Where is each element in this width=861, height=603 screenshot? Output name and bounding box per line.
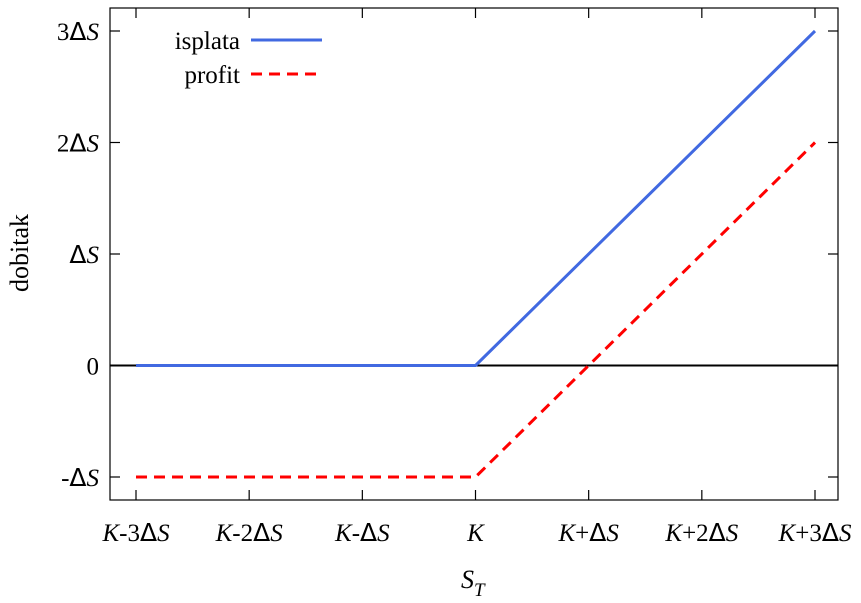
y-tick-label: 3ΔS (57, 17, 100, 46)
x-tick-label: K-ΔS (334, 518, 390, 547)
x-tick-label: K+3ΔS (778, 518, 852, 547)
x-axis-label: ST (461, 565, 486, 601)
legend: isplata profit (175, 28, 322, 89)
x-tick-label: K+ΔS (557, 518, 619, 547)
y-tick-label: -ΔS (61, 463, 99, 492)
plot-area (110, 29, 838, 479)
y-tick-label: 0 (87, 354, 100, 381)
series-line-isplata (136, 29, 817, 367)
series-line-profit (136, 141, 817, 479)
x-tick-label: K-2ΔS (215, 518, 284, 547)
axes: K-3ΔS K-2ΔS K-ΔS K K+ΔS K+2ΔS K+3ΔS -ΔS 0 ΔS 2ΔS 3Δ… (57, 7, 852, 547)
y-axis-label: dobitak (5, 214, 34, 292)
legend-label-profit: profit (184, 62, 240, 89)
x-tick-label: K (466, 520, 485, 547)
x-tick-label: K+2ΔS (664, 518, 738, 547)
y-tick-label: 2ΔS (57, 129, 100, 158)
x-tick-label: K-3ΔS (101, 518, 170, 547)
legend-label-isplata: isplata (175, 28, 240, 55)
y-tick-label: ΔS (69, 240, 99, 269)
